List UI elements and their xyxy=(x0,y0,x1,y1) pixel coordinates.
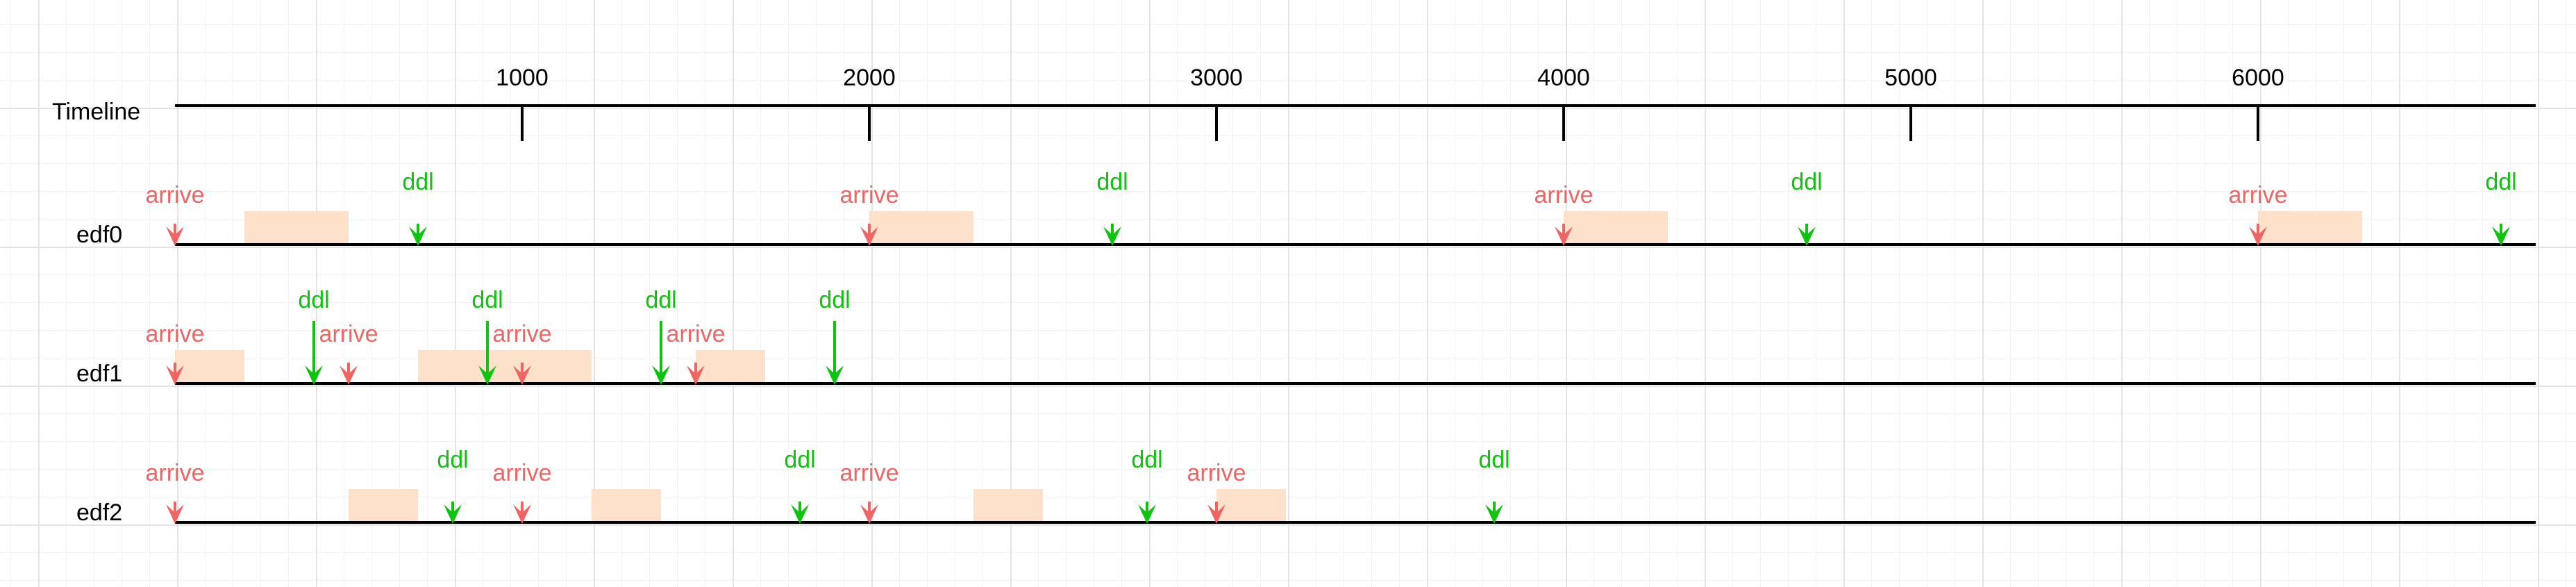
arrive-label: arrive xyxy=(839,182,898,208)
arrive-label: arrive xyxy=(1534,182,1593,208)
ddl-arrow: ddl xyxy=(437,447,469,524)
arrive-label: arrive xyxy=(145,182,204,208)
execution-block xyxy=(2258,211,2362,245)
arrive-label: arrive xyxy=(492,460,551,486)
ddl-arrow: ddl xyxy=(1096,169,1128,246)
arrive-arrow: arrive xyxy=(839,182,899,246)
execution-block xyxy=(592,489,661,522)
arrive-arrow-head xyxy=(687,365,705,385)
timeline-tick-label: 5000 xyxy=(1884,65,1937,91)
ddl-arrow: ddl xyxy=(402,169,434,246)
ddl-arrow-head xyxy=(791,504,809,524)
arrive-arrow: arrive xyxy=(145,460,205,524)
arrive-label: arrive xyxy=(839,460,898,486)
arrive-label: arrive xyxy=(319,321,378,347)
ddl-arrow: ddl xyxy=(1478,447,1510,524)
row-edf2: edf2 ddl ddl ddl ddl arrive arrive arrive arrive xyxy=(76,447,2536,526)
timeline-tick-label: 3000 xyxy=(1190,65,1243,91)
ddl-arrow-head xyxy=(409,226,427,246)
arrive-label: arrive xyxy=(2228,182,2287,208)
ddl-arrow-head xyxy=(1138,504,1156,524)
arrive-label: arrive xyxy=(666,321,725,347)
arrive-label: arrive xyxy=(145,321,204,347)
arrive-label: arrive xyxy=(145,460,204,486)
arrive-label: arrive xyxy=(1187,460,1246,486)
ddl-label: ddl xyxy=(784,447,815,473)
execution-block xyxy=(418,350,592,383)
arrive-arrow-head xyxy=(1555,226,1573,246)
row-label: edf0 xyxy=(76,222,122,248)
ddl-arrow-head xyxy=(1103,226,1121,246)
ddl-label: ddl xyxy=(2485,169,2516,195)
row-edf1: edf1 ddl ddl ddl ddl arrive arrive arrive arrive xyxy=(76,287,2536,387)
row-label: edf2 xyxy=(76,499,122,526)
timeline-label: Timeline xyxy=(52,99,140,125)
ddl-arrow-head xyxy=(478,365,496,385)
ddl-arrow: ddl xyxy=(471,287,503,385)
arrive-arrow: arrive xyxy=(145,182,205,246)
ddl-label: ddl xyxy=(471,287,503,313)
arrive-arrow-head xyxy=(860,504,878,524)
arrive-arrow: arrive xyxy=(1187,460,1246,524)
row-label: edf1 xyxy=(76,361,122,387)
ddl-label: ddl xyxy=(298,287,329,313)
timeline-axis: Timeline 1000 2000 3000 4000 5000 6000 xyxy=(52,65,2536,141)
arrive-arrow: arrive xyxy=(666,321,726,385)
arrive-arrow: arrive xyxy=(1534,182,1594,246)
ddl-label: ddl xyxy=(1791,169,1822,195)
ddl-label: ddl xyxy=(645,287,676,313)
ddl-label: ddl xyxy=(1478,447,1509,473)
execution-block xyxy=(869,211,973,245)
execution-block xyxy=(244,211,349,245)
execution-block xyxy=(973,489,1043,522)
ddl-label: ddl xyxy=(819,287,850,313)
ddl-label: ddl xyxy=(402,169,433,195)
timeline-tick-label: 1000 xyxy=(496,65,549,91)
execution-block xyxy=(696,350,765,383)
execution-block xyxy=(175,350,244,383)
ddl-label: ddl xyxy=(1131,447,1162,473)
arrive-arrow: arrive xyxy=(319,321,378,385)
ddl-arrow-head xyxy=(2492,226,2510,246)
arrive-arrow-head xyxy=(166,504,184,524)
execution-block xyxy=(1564,211,1668,245)
arrive-arrow: arrive xyxy=(492,460,552,524)
arrive-arrow-head xyxy=(513,365,531,385)
ddl-arrow-head xyxy=(826,365,844,385)
ddl-arrow: ddl xyxy=(784,447,816,524)
arrive-arrow-head xyxy=(1207,504,1226,524)
ddl-arrow: ddl xyxy=(645,287,677,385)
ddl-arrow: ddl xyxy=(2485,169,2517,246)
timeline-tick-label: 4000 xyxy=(1537,65,1590,91)
arrive-arrow: arrive xyxy=(839,460,899,524)
ddl-arrow-head xyxy=(444,504,462,524)
timeline-tick-label: 2000 xyxy=(843,65,896,91)
ddl-arrow: ddl xyxy=(298,287,330,385)
timeline-tick-label: 6000 xyxy=(2232,65,2284,91)
ddl-label: ddl xyxy=(437,447,468,473)
arrive-arrow-head xyxy=(860,226,878,246)
ddl-arrow-head xyxy=(1485,504,1503,524)
arrive-arrow-head xyxy=(166,365,184,385)
arrive-arrow: arrive xyxy=(2228,182,2288,246)
arrive-arrow-head xyxy=(340,365,358,385)
ddl-arrow-head xyxy=(305,365,323,385)
ddl-arrow-head xyxy=(1798,226,1816,246)
ddl-arrow: ddl xyxy=(1131,447,1163,524)
arrive-arrow-head xyxy=(166,226,184,246)
execution-block xyxy=(1216,489,1286,522)
ddl-arrow-head xyxy=(652,365,670,385)
arrive-arrow: arrive xyxy=(145,321,205,385)
row-edf0: edf0 ddl ddl ddl ddl arrive arrive arrive arrive xyxy=(76,169,2536,248)
ddl-arrow: ddl xyxy=(1791,169,1823,246)
execution-block xyxy=(349,489,418,522)
ddl-arrow: ddl xyxy=(819,287,851,385)
schedule-rows: edf0 ddl ddl ddl ddl arrive arrive arrive arrive… xyxy=(76,169,2536,526)
ddl-label: ddl xyxy=(1096,169,1128,195)
arrive-arrow: arrive xyxy=(492,321,552,385)
arrive-arrow-head xyxy=(2249,226,2267,246)
arrive-arrow-head xyxy=(513,504,531,524)
arrive-label: arrive xyxy=(492,321,551,347)
